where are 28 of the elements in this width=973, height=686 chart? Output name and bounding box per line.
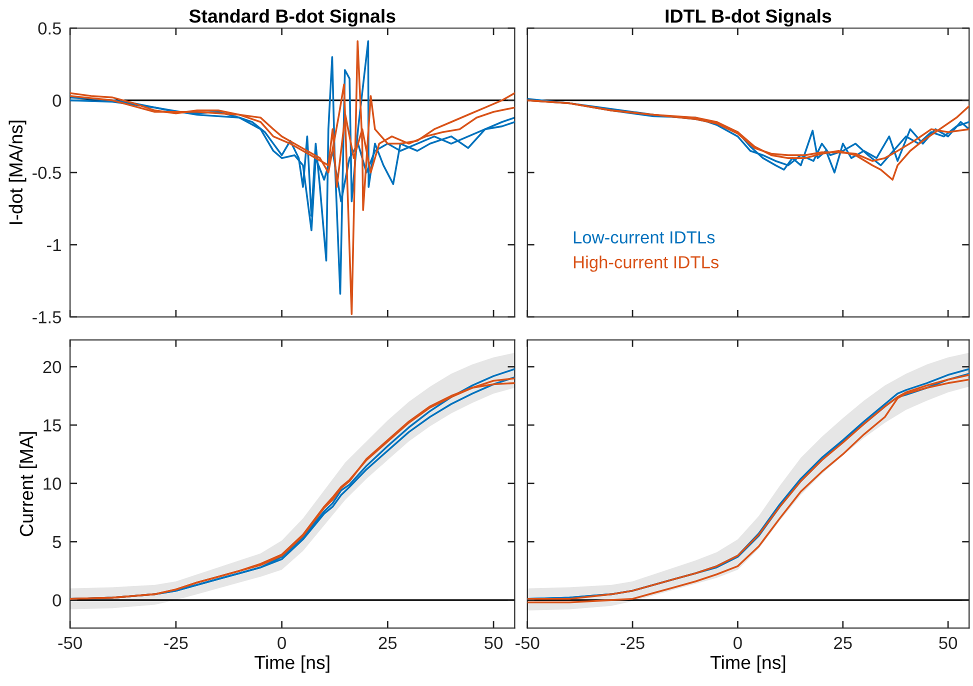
x-tick-label: -25	[620, 636, 644, 650]
x-tick-label: 25	[378, 636, 397, 650]
y-axis-title: Current [MA]	[19, 432, 37, 536]
x-tick-label: -50	[58, 636, 82, 650]
y-tick-label: 0.5	[38, 22, 61, 35]
y-tick-label: 15	[44, 419, 61, 432]
y-tick-label: 20	[43, 360, 62, 374]
x-tick-label: 0	[278, 636, 286, 650]
x-tick-label: 50	[484, 636, 503, 650]
x-tick-label: -25	[164, 636, 188, 650]
x-tick-label: -50	[516, 636, 540, 650]
x-axis-title: Time [ns]	[710, 655, 786, 673]
y-tick-label: 0	[52, 94, 62, 107]
x-tick-label: 0	[734, 636, 742, 650]
y-tick-label: -1.5	[32, 311, 61, 324]
text: Low-current IDTLs	[574, 231, 715, 244]
chart-title: IDTL B-dot Signals	[666, 8, 832, 27]
y-tick-label: -1	[47, 239, 61, 252]
x-tick-label: 25	[834, 636, 852, 650]
x-tick-label: 50	[939, 636, 958, 650]
y-axis-title: I-dot [MA/ns]	[8, 120, 26, 224]
text: High-current IDTLs	[574, 256, 719, 272]
y-tick-label: 0	[52, 594, 62, 606]
chart-title: Standard B-dot Signals	[189, 8, 396, 27]
y-tick-label: 10	[44, 478, 62, 490]
y-tick-label: 5	[52, 536, 61, 548]
y-tick-label: -0.5	[32, 166, 61, 179]
x-axis-title: Time [ns]	[254, 655, 330, 673]
